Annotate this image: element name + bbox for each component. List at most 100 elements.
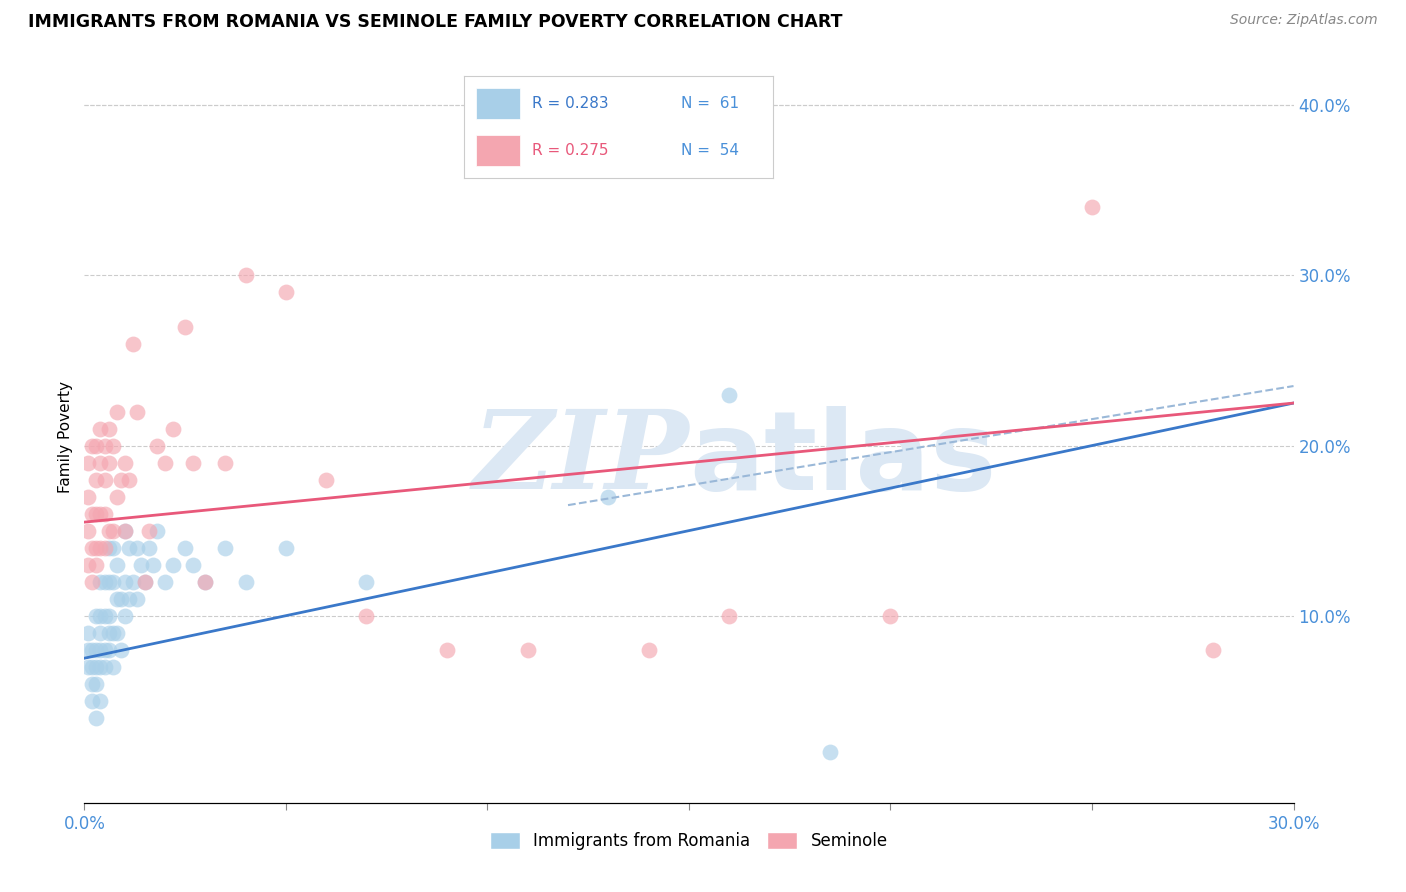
Point <box>86 642 108 657</box>
Point <box>181 456 204 470</box>
Point <box>118 591 141 606</box>
Text: Source: ZipAtlas.com: Source: ZipAtlas.com <box>1230 13 1378 28</box>
Point <box>93 642 115 657</box>
Point <box>718 387 741 401</box>
Point <box>86 439 108 453</box>
Point <box>162 421 184 435</box>
Point <box>214 541 236 555</box>
Point <box>274 285 297 300</box>
Point <box>77 490 100 504</box>
Point <box>97 574 120 589</box>
Point <box>105 404 128 418</box>
Point <box>77 558 100 572</box>
Point <box>86 711 108 725</box>
Point <box>89 608 111 623</box>
Point <box>134 574 156 589</box>
Point <box>86 558 108 572</box>
Point <box>114 574 136 589</box>
Point <box>142 558 165 572</box>
Point <box>105 490 128 504</box>
Bar <box>477 136 520 166</box>
Point <box>114 456 136 470</box>
Point <box>125 404 148 418</box>
Point <box>101 524 124 538</box>
Point <box>97 421 120 435</box>
Point <box>97 608 120 623</box>
Point <box>82 574 104 589</box>
Point <box>77 659 100 673</box>
Point <box>1202 642 1225 657</box>
Point <box>315 473 337 487</box>
Point <box>93 541 115 555</box>
Point <box>101 574 124 589</box>
Y-axis label: Family Poverty: Family Poverty <box>58 381 73 493</box>
Point <box>82 541 104 555</box>
Point <box>89 659 111 673</box>
Point <box>105 558 128 572</box>
Point <box>101 541 124 555</box>
Point <box>235 268 257 283</box>
Point <box>637 642 659 657</box>
Text: N =  61: N = 61 <box>681 96 738 111</box>
Point <box>274 541 297 555</box>
Point <box>93 507 115 521</box>
Point <box>101 659 124 673</box>
Point <box>718 608 741 623</box>
Point <box>146 524 169 538</box>
Point <box>86 677 108 691</box>
Point <box>93 659 115 673</box>
Point <box>97 541 120 555</box>
Point <box>125 591 148 606</box>
Point <box>153 574 176 589</box>
Bar <box>477 88 520 119</box>
Point <box>121 574 143 589</box>
Legend: Immigrants from Romania, Seminole: Immigrants from Romania, Seminole <box>484 825 894 856</box>
Text: R = 0.275: R = 0.275 <box>531 144 609 158</box>
Point <box>153 456 176 470</box>
Point <box>181 558 204 572</box>
Point <box>89 541 111 555</box>
Point <box>114 524 136 538</box>
Point <box>118 473 141 487</box>
Point <box>89 642 111 657</box>
Point <box>97 456 120 470</box>
Point <box>598 490 620 504</box>
Point <box>93 439 115 453</box>
Point <box>89 574 111 589</box>
Point <box>174 319 197 334</box>
Point <box>146 439 169 453</box>
Point <box>86 659 108 673</box>
Point <box>77 625 100 640</box>
Point <box>129 558 152 572</box>
Point <box>818 745 841 759</box>
Point <box>105 625 128 640</box>
Point <box>82 642 104 657</box>
Point <box>214 456 236 470</box>
Point <box>114 524 136 538</box>
Point <box>235 574 257 589</box>
Point <box>138 541 160 555</box>
Point <box>89 625 111 640</box>
Point <box>86 608 108 623</box>
Point <box>516 642 538 657</box>
Point <box>125 541 148 555</box>
Point <box>121 336 143 351</box>
Point <box>138 524 160 538</box>
Text: IMMIGRANTS FROM ROMANIA VS SEMINOLE FAMILY POVERTY CORRELATION CHART: IMMIGRANTS FROM ROMANIA VS SEMINOLE FAMI… <box>28 13 842 31</box>
Point <box>93 574 115 589</box>
Point <box>93 473 115 487</box>
Point <box>77 524 100 538</box>
Point <box>97 625 120 640</box>
Point <box>105 591 128 606</box>
Point <box>77 456 100 470</box>
Point <box>436 642 458 657</box>
Point <box>110 591 132 606</box>
Point <box>86 541 108 555</box>
Point <box>82 439 104 453</box>
Point <box>356 574 378 589</box>
Point <box>118 541 141 555</box>
Point <box>879 608 901 623</box>
Point <box>110 473 132 487</box>
Text: N =  54: N = 54 <box>681 144 738 158</box>
Text: atlas: atlas <box>689 406 997 513</box>
